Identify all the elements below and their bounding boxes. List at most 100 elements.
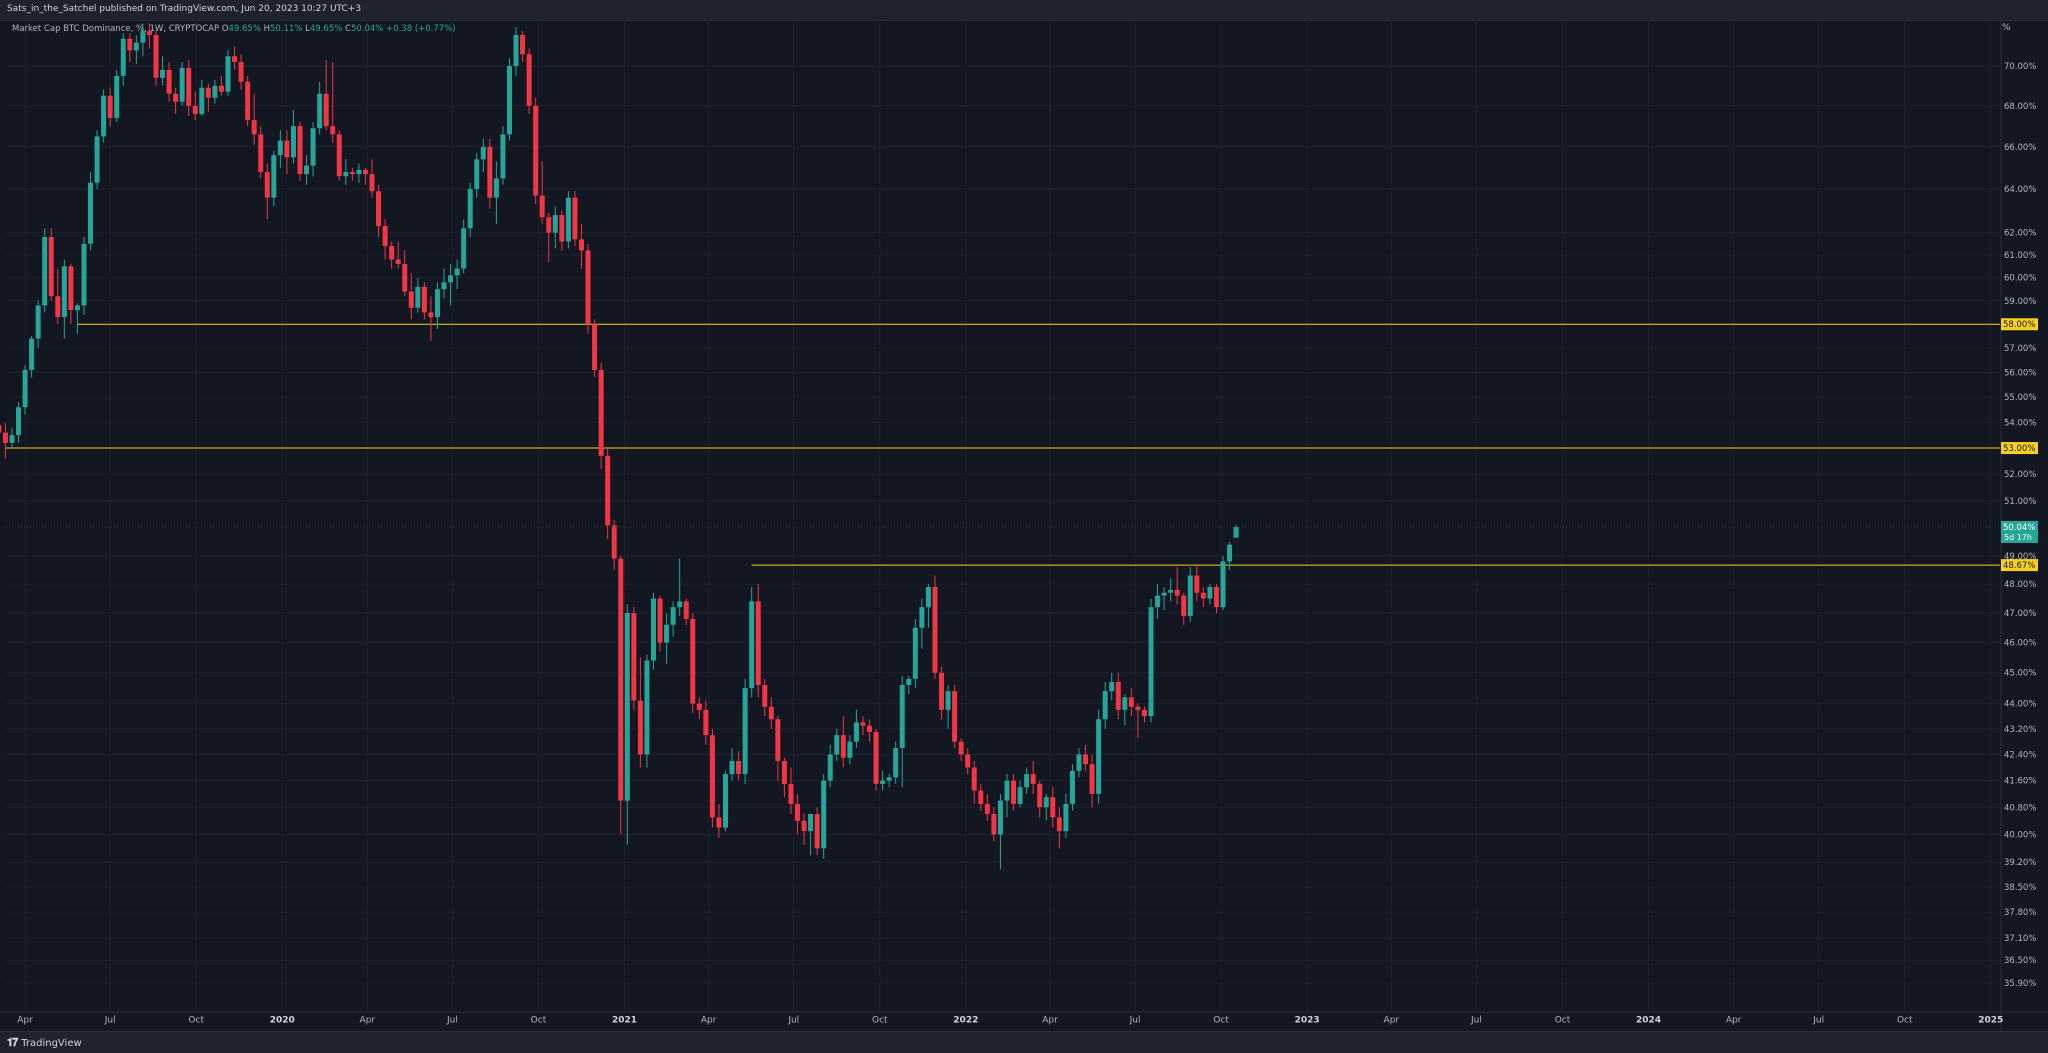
price-tick-label: 56.00% xyxy=(2004,368,2036,378)
candle-body xyxy=(421,286,427,313)
candle xyxy=(1122,694,1128,726)
candle-body xyxy=(166,69,172,94)
time-tick-label: 2024 xyxy=(1636,1016,1661,1026)
axis-unit-label: % xyxy=(2002,23,2011,33)
candle-body xyxy=(389,246,395,260)
candle xyxy=(598,362,604,469)
candle xyxy=(1161,586,1167,611)
candle xyxy=(683,598,689,625)
candle xyxy=(88,172,94,251)
candle xyxy=(251,93,257,145)
candle xyxy=(1076,748,1082,778)
candle-body xyxy=(1056,817,1062,832)
brand[interactable]: 𝟏𝟕 TradingView xyxy=(7,1036,82,1050)
candle-body xyxy=(559,215,565,242)
candle xyxy=(35,300,41,349)
candle xyxy=(1063,793,1069,838)
legend-low-label: L xyxy=(305,24,310,34)
candles xyxy=(0,23,1239,870)
candle xyxy=(1037,780,1043,818)
candle xyxy=(736,751,742,781)
candle-body xyxy=(709,735,715,818)
candle xyxy=(1102,681,1108,729)
candle xyxy=(978,783,984,811)
candle-body xyxy=(454,268,460,276)
candle-body xyxy=(68,266,74,311)
candle-body xyxy=(984,803,990,815)
candle xyxy=(880,770,886,791)
legend-change: +0.38 (+0.77%) xyxy=(386,24,456,34)
candle-body xyxy=(762,685,768,707)
candle xyxy=(520,31,526,63)
candle-body xyxy=(258,134,264,173)
candle xyxy=(768,697,774,729)
candle xyxy=(343,159,349,185)
candle xyxy=(362,167,368,185)
candle xyxy=(853,709,859,749)
candle xyxy=(873,728,879,791)
candle xyxy=(965,748,971,775)
legend-high-value: 50.11% xyxy=(270,24,303,34)
candle-body xyxy=(1083,754,1089,765)
candle-body xyxy=(42,237,48,306)
candle xyxy=(454,259,460,290)
candle xyxy=(650,592,656,670)
candle xyxy=(500,126,506,185)
candle xyxy=(408,273,414,320)
candle-body xyxy=(939,672,945,710)
candle-body xyxy=(317,93,323,129)
horizontal-levels[interactable]: 58.00% 53.00% 48.67% xyxy=(6,318,2038,572)
candle xyxy=(474,153,480,198)
price-tick-label: 61.00% xyxy=(2004,251,2036,261)
price-tick-label: 40.80% xyxy=(2004,803,2036,813)
candle-body xyxy=(932,586,938,673)
candle xyxy=(847,735,853,765)
candle-body xyxy=(526,54,532,106)
candle-body xyxy=(101,95,107,137)
candle-body xyxy=(434,289,440,318)
candle xyxy=(120,33,126,86)
candle-body xyxy=(395,259,401,265)
candle xyxy=(271,150,277,207)
candle-body xyxy=(585,250,591,325)
candle xyxy=(755,584,761,698)
candle xyxy=(114,69,120,123)
candle-body xyxy=(775,719,781,761)
candle xyxy=(199,79,205,116)
candle xyxy=(925,584,931,628)
candle-body xyxy=(2,432,8,443)
time-axis[interactable]: Apr Jul Oct 2020 Apr Jul Oct 2021 Apr Jul Oct 2022 A… xyxy=(17,1016,2003,1026)
price-tick-label: 43.20% xyxy=(2004,725,2036,735)
candle xyxy=(304,155,310,185)
candle-body xyxy=(88,182,94,244)
candle-body xyxy=(840,735,846,758)
candle-body xyxy=(546,217,552,233)
candle xyxy=(722,770,728,832)
candle-body xyxy=(232,56,238,63)
candle-body xyxy=(146,31,152,35)
tradingview-logo-icon: 𝟏𝟕 xyxy=(7,1036,18,1049)
legend-close-value: 50.04% xyxy=(350,24,384,34)
candle xyxy=(690,613,696,714)
candle xyxy=(860,716,866,736)
candle-body xyxy=(919,607,925,628)
candle-body xyxy=(965,754,971,768)
candle xyxy=(101,89,107,143)
candle-body xyxy=(520,34,526,55)
candle-body xyxy=(1220,561,1226,608)
candle-body xyxy=(343,172,349,177)
candle xyxy=(179,62,185,106)
candle xyxy=(1213,584,1219,614)
candle-body xyxy=(1004,780,1010,801)
candle-body xyxy=(22,369,28,408)
candle xyxy=(16,402,22,443)
candle xyxy=(264,163,270,220)
candle xyxy=(81,237,87,315)
candle-body xyxy=(205,87,211,98)
candle-body xyxy=(1063,803,1069,832)
candle-body xyxy=(749,601,755,689)
price-tick-label: 62.00% xyxy=(2004,229,2036,239)
price-axis[interactable]: % 70.00% 68.00% 66.00% 64.00% 62.00% 61.00% 60.… xyxy=(2002,23,2036,989)
candle xyxy=(1194,564,1200,602)
